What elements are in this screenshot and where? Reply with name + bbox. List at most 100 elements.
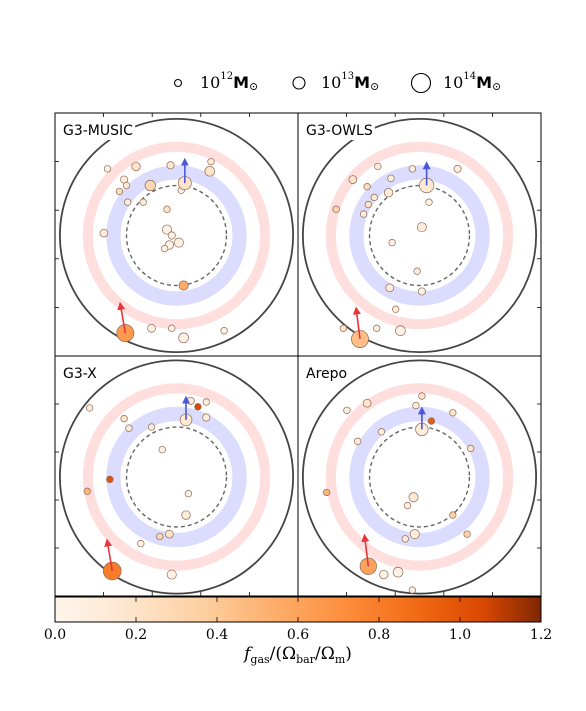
data-point	[412, 401, 420, 410]
colorbar-ticks: 0.0 0.2 0.4 0.6 0.8 1.0 1.2	[44, 597, 552, 643]
data-point	[202, 398, 210, 406]
data-point	[181, 510, 191, 520]
outer-band	[325, 141, 514, 330]
data-point	[220, 327, 228, 335]
colorbar-tick-label: 0.8	[368, 627, 390, 643]
outer-circle	[301, 359, 538, 595]
data-point	[103, 165, 112, 173]
colorbar: 0.0 0.2 0.4 0.6 0.8 1.0 1.2 fgas/(Ωbar/Ωm)	[44, 596, 552, 666]
data-point	[373, 324, 381, 332]
panel-frame	[297, 355, 542, 597]
data-point	[408, 492, 419, 503]
data-point	[332, 205, 340, 213]
colorbar-tick-label: 0.0	[44, 627, 66, 643]
red-arrow	[104, 538, 114, 572]
data-point	[166, 161, 175, 170]
legend-item-14: 1014M⊙	[410, 71, 501, 94]
data-point	[392, 305, 400, 313]
legend-label: 1014M⊙	[443, 71, 501, 94]
inner-band	[349, 165, 490, 306]
data-point	[348, 175, 358, 184]
data-point	[362, 398, 372, 408]
data-point	[202, 413, 211, 422]
data-point	[167, 231, 176, 240]
data-point	[168, 324, 176, 332]
data-point	[417, 287, 426, 296]
outer-circle	[301, 117, 538, 354]
data-point	[147, 423, 156, 431]
data-point	[124, 198, 132, 206]
data-point	[353, 437, 362, 445]
red-arrow	[361, 533, 370, 567]
legend: 1012M⊙ 1013M⊙ 1014M⊙	[173, 71, 501, 94]
panel-title: G3-MUSIC	[63, 123, 133, 139]
data-point	[173, 237, 184, 248]
data-point	[144, 179, 156, 192]
data-point	[99, 228, 109, 238]
data-point	[343, 406, 351, 415]
legend-item-13: 1013M⊙	[292, 71, 379, 94]
data-point	[385, 283, 395, 293]
outer-band	[325, 383, 514, 571]
data-point	[392, 566, 404, 578]
colorbar-label: fgas/(Ωbar/Ωm)	[242, 644, 352, 666]
data-point	[425, 198, 433, 206]
data-point	[131, 161, 141, 172]
data-point	[207, 158, 215, 166]
data-point	[383, 188, 394, 198]
colorbar-tick-label: 1.0	[449, 627, 471, 643]
data-point	[137, 539, 145, 548]
data-point	[85, 404, 94, 412]
data-point	[158, 445, 166, 454]
data-point	[116, 324, 135, 343]
data-point	[463, 530, 471, 538]
data-point	[166, 569, 177, 580]
data-point	[194, 403, 202, 411]
data-point	[388, 238, 396, 247]
outer-band	[82, 383, 271, 571]
data-point	[409, 529, 420, 540]
data-point	[413, 267, 421, 275]
data-point	[160, 244, 169, 253]
panel-title: G3-OWLS	[306, 123, 373, 139]
data-point	[370, 193, 378, 202]
colorbar-tick-label: 0.2	[125, 627, 147, 643]
data-point	[165, 529, 174, 539]
data-point	[147, 324, 156, 333]
data-point	[178, 280, 189, 291]
data-point	[408, 586, 417, 594]
data-point	[387, 174, 395, 183]
legend-label: 1012M⊙	[200, 71, 258, 94]
dashed-circle	[125, 426, 228, 528]
outer-circle	[58, 117, 295, 354]
data-point	[418, 392, 426, 400]
colorbar-tick-label: 1.2	[530, 627, 552, 643]
data-point	[83, 487, 91, 495]
data-point	[379, 569, 389, 580]
data-point	[323, 488, 331, 497]
panel-arepo: Arepo	[297, 355, 542, 597]
data-point	[139, 198, 147, 206]
dashed-circle	[368, 184, 471, 287]
dashed-circle	[368, 426, 471, 528]
inner-band	[106, 406, 247, 548]
data-point	[395, 325, 406, 336]
data-point	[403, 501, 412, 510]
data-point	[163, 205, 171, 213]
panel-g3-music: G3-MUSIC	[54, 112, 299, 357]
red-arrow	[117, 301, 127, 334]
data-point	[125, 424, 133, 432]
data-point	[363, 183, 371, 191]
panel-title: Arepo	[306, 366, 347, 382]
legend-label: 1013M⊙	[321, 71, 379, 94]
data-point	[408, 165, 417, 173]
data-point	[364, 200, 372, 209]
data-point	[339, 324, 347, 332]
data-point	[427, 417, 436, 425]
legend-marker	[173, 78, 183, 88]
dashed-circle	[125, 184, 228, 287]
data-point	[106, 475, 114, 484]
legend-marker	[292, 76, 306, 90]
legend-marker	[410, 72, 432, 94]
inner-band	[106, 165, 247, 306]
